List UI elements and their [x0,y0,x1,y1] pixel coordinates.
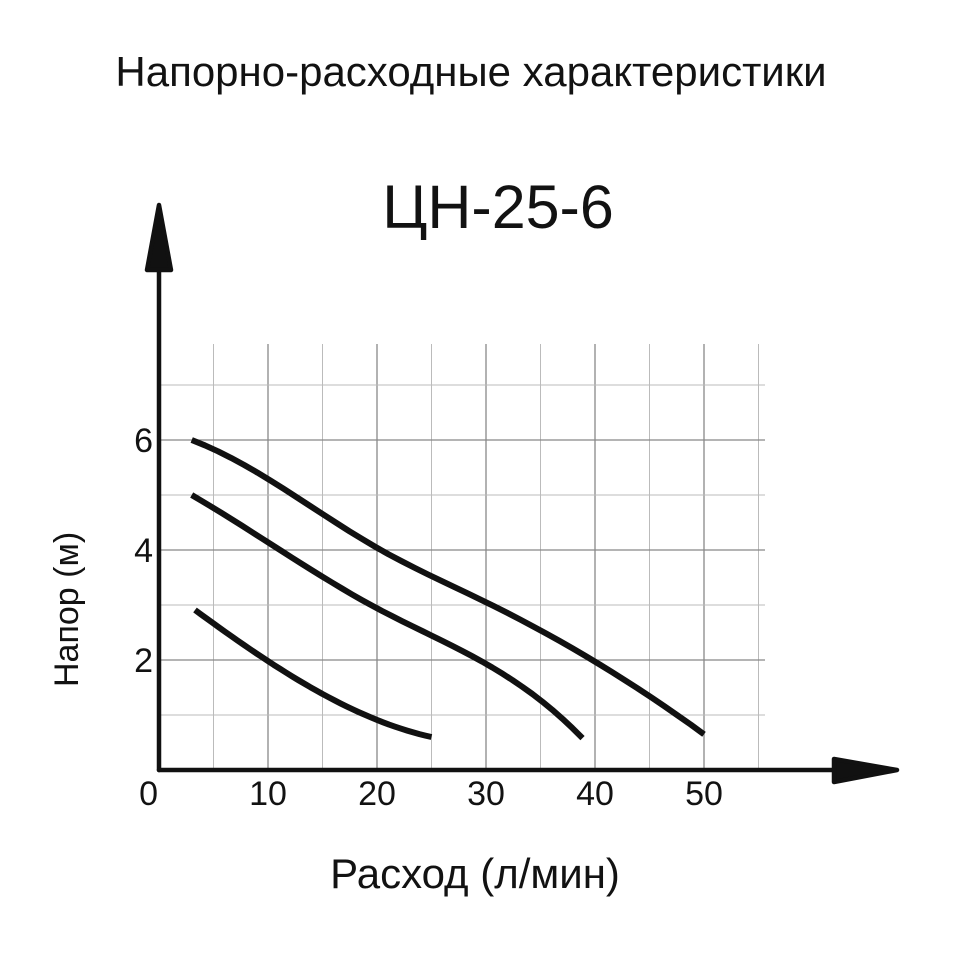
svg-text:10: 10 [249,775,287,813]
svg-text:30: 30 [467,775,505,813]
svg-text:20: 20 [358,775,396,813]
svg-text:50: 50 [685,775,723,813]
svg-text:6: 6 [134,422,153,460]
svg-text:40: 40 [576,775,614,813]
svg-text:2: 2 [134,642,153,680]
svg-text:4: 4 [134,532,153,570]
svg-text:0: 0 [139,775,158,813]
